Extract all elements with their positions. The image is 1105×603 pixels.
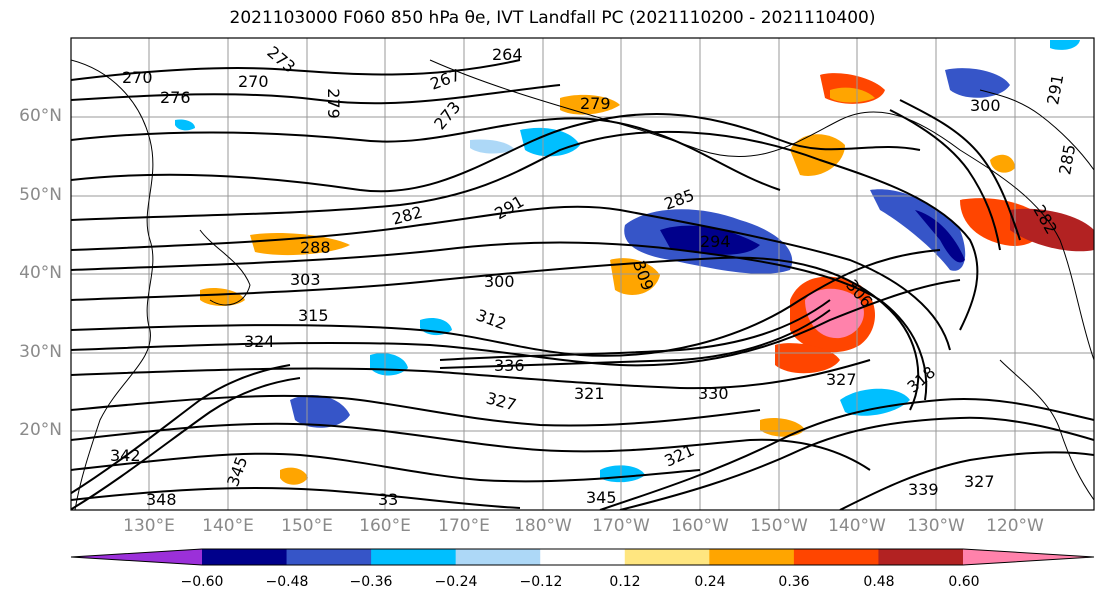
contour-label: 318 — [903, 362, 940, 397]
contour-label: 285 — [661, 185, 697, 214]
colorbar-tick: 0.60 — [948, 574, 980, 590]
contour-label: 309 — [629, 257, 658, 294]
lon-label: 160°E — [359, 516, 411, 536]
lon-label: 160°W — [671, 516, 729, 536]
contour-label: 276 — [160, 88, 191, 107]
colorbar-segment — [793, 549, 879, 565]
contour-label: 342 — [110, 446, 141, 465]
contour-label: 336 — [494, 356, 525, 375]
lon-label: 150°W — [750, 516, 808, 536]
lon-label: 150°E — [281, 516, 333, 536]
contour-label: 267 — [427, 65, 463, 94]
colorbar-segment — [540, 549, 626, 565]
contour-label: 33 — [378, 490, 399, 509]
contour-label: 348 — [146, 490, 177, 509]
lat-label-40n: 40°N — [19, 263, 62, 283]
colorbar — [70, 548, 1095, 566]
contour-label: 264 — [492, 45, 523, 64]
theta-e-contours — [71, 59, 1094, 510]
lat-label-50n: 50°N — [19, 185, 62, 205]
contour-label: 312 — [473, 305, 509, 334]
contour-label: 339 — [908, 480, 939, 499]
colorbar-tick: 0.36 — [778, 574, 810, 590]
lon-label: 170°E — [438, 516, 490, 536]
contour-label: 291 — [491, 191, 528, 224]
contour-label: 294 — [700, 232, 731, 251]
contour-label: 306 — [842, 275, 877, 312]
colorbar-segment — [371, 549, 457, 565]
colorbar-segment — [624, 549, 710, 565]
lat-label-30n: 30°N — [19, 342, 62, 362]
contour-label: 345 — [223, 453, 252, 490]
colorbar-tick: −0.24 — [434, 574, 478, 590]
contour-label: 285 — [1055, 142, 1080, 177]
contour-label: 327 — [484, 388, 519, 415]
colorbar-tick: −0.60 — [180, 574, 224, 590]
contour-label: 300 — [484, 272, 515, 291]
contour-label: 327 — [964, 472, 995, 491]
positive-anomaly-shading — [200, 73, 1094, 485]
contour-label: 321 — [661, 440, 698, 471]
contour-label: 288 — [300, 238, 331, 257]
contour-label: 291 — [1043, 72, 1068, 107]
contour-label: 345 — [586, 488, 617, 507]
colorbar-segment — [455, 549, 541, 565]
contour-label: 330 — [698, 384, 729, 403]
contour-label: 300 — [970, 96, 1001, 115]
colorbar-segment — [878, 549, 964, 565]
colorbar-extend-low — [71, 549, 202, 565]
colorbar-tick: 0.24 — [694, 574, 726, 590]
contour-label: 270 — [238, 72, 269, 91]
colorbar-tick: 0.48 — [863, 574, 895, 590]
colorbar-tick: −0.48 — [265, 574, 309, 590]
lon-label: 140°E — [202, 516, 254, 536]
lat-label-60n: 60°N — [19, 106, 62, 126]
lon-label: 130°W — [907, 516, 965, 536]
map-title: 2021103000 F060 850 hPa θe, IVT Landfall… — [229, 8, 876, 28]
contour-label: 270 — [122, 68, 153, 87]
colorbar-segment — [202, 549, 288, 565]
contour-label: 303 — [290, 270, 321, 289]
colorbar-segment — [286, 549, 372, 565]
contour-label: 282 — [390, 202, 425, 229]
lon-label: 130°E — [123, 516, 175, 536]
contour-label: 321 — [574, 384, 605, 403]
lon-label: 170°W — [592, 516, 650, 536]
colorbar-extend-high — [963, 549, 1094, 565]
map-frame — [70, 37, 1095, 511]
lon-label: 140°W — [828, 516, 886, 536]
contour-label: 315 — [298, 306, 329, 325]
coastlines — [71, 59, 1094, 510]
contour-label: 324 — [244, 332, 275, 351]
lat-label-20n: 20°N — [19, 420, 62, 440]
contour-label: 279 — [323, 88, 343, 119]
colorbar-tick: −0.12 — [519, 574, 563, 590]
contour-label: 282 — [1029, 201, 1062, 238]
lon-label: 180°W — [514, 516, 572, 536]
contour-label: 279 — [580, 94, 611, 113]
contour-label: 273 — [263, 42, 300, 77]
contour-label: 273 — [430, 97, 465, 134]
colorbar-segment — [709, 549, 795, 565]
colorbar-tick: −0.36 — [349, 574, 393, 590]
contour-label: 327 — [826, 370, 857, 389]
colorbar-tick: 0.12 — [609, 574, 641, 590]
lon-label: 120°W — [986, 516, 1044, 536]
